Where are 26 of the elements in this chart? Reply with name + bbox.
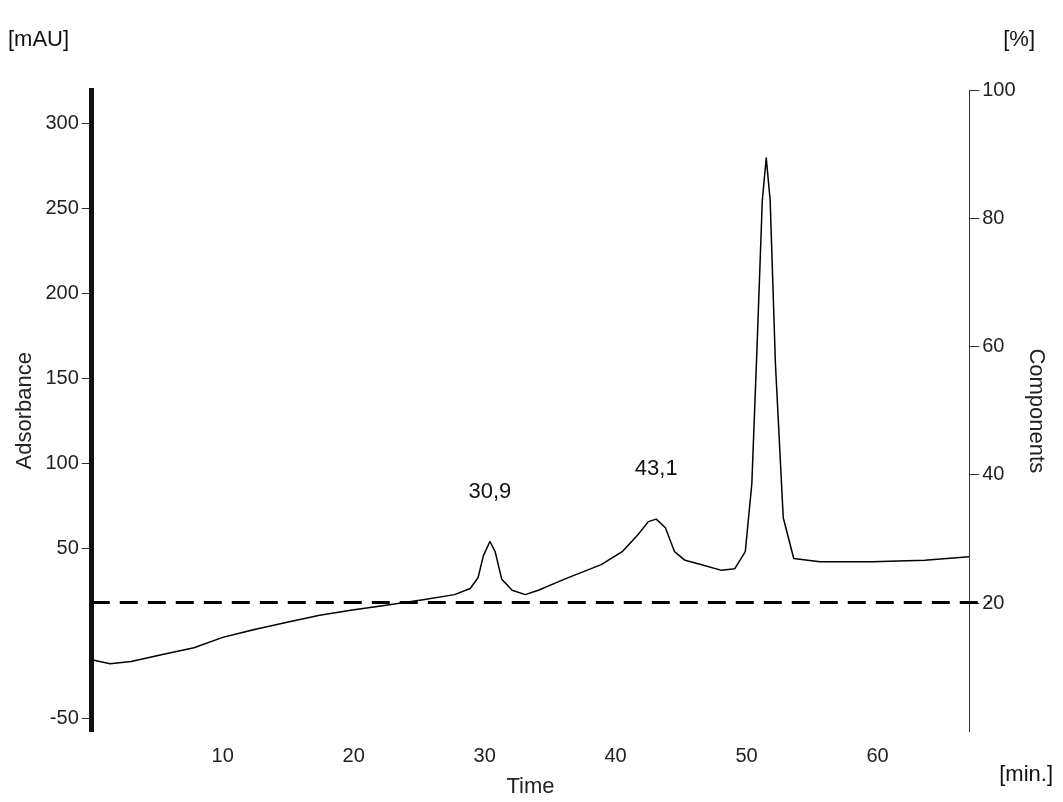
y-tick-label: 150 [45, 366, 79, 389]
y2-tick-label: 100 [982, 77, 1016, 100]
y2-axis-title: Components [1024, 348, 1050, 474]
x-tick-label: 50 [735, 744, 758, 767]
x-tick-label: 30 [473, 744, 496, 767]
x-tick-label: 40 [604, 744, 627, 767]
text: [mAU] [8, 26, 70, 52]
annotation: 30,9 [468, 477, 512, 503]
y2-tick-label: 80 [982, 205, 1005, 228]
text: [%] [1003, 26, 1035, 52]
y-tick-label: -50 [49, 705, 79, 728]
text: [min.] [999, 761, 1053, 787]
annotation: 43,1 [634, 455, 678, 481]
y2-tick-label: 40 [982, 462, 1005, 485]
x-tick-label: 60 [866, 744, 889, 767]
y2-tick-label: 60 [982, 334, 1005, 357]
x-tick-label: 20 [342, 744, 365, 767]
x-axis-title: Time [506, 772, 555, 798]
y-tick-label: 100 [45, 450, 79, 473]
y-tick-label: 250 [45, 196, 79, 219]
y-axis-title: Adsorbance [11, 352, 37, 470]
y2-tick-label: 20 [982, 590, 1005, 613]
y-tick-label: 200 [45, 281, 79, 304]
y-tick-label: 300 [45, 111, 79, 134]
x-tick-label: 10 [211, 744, 234, 767]
y-tick-label: 50 [56, 535, 79, 558]
